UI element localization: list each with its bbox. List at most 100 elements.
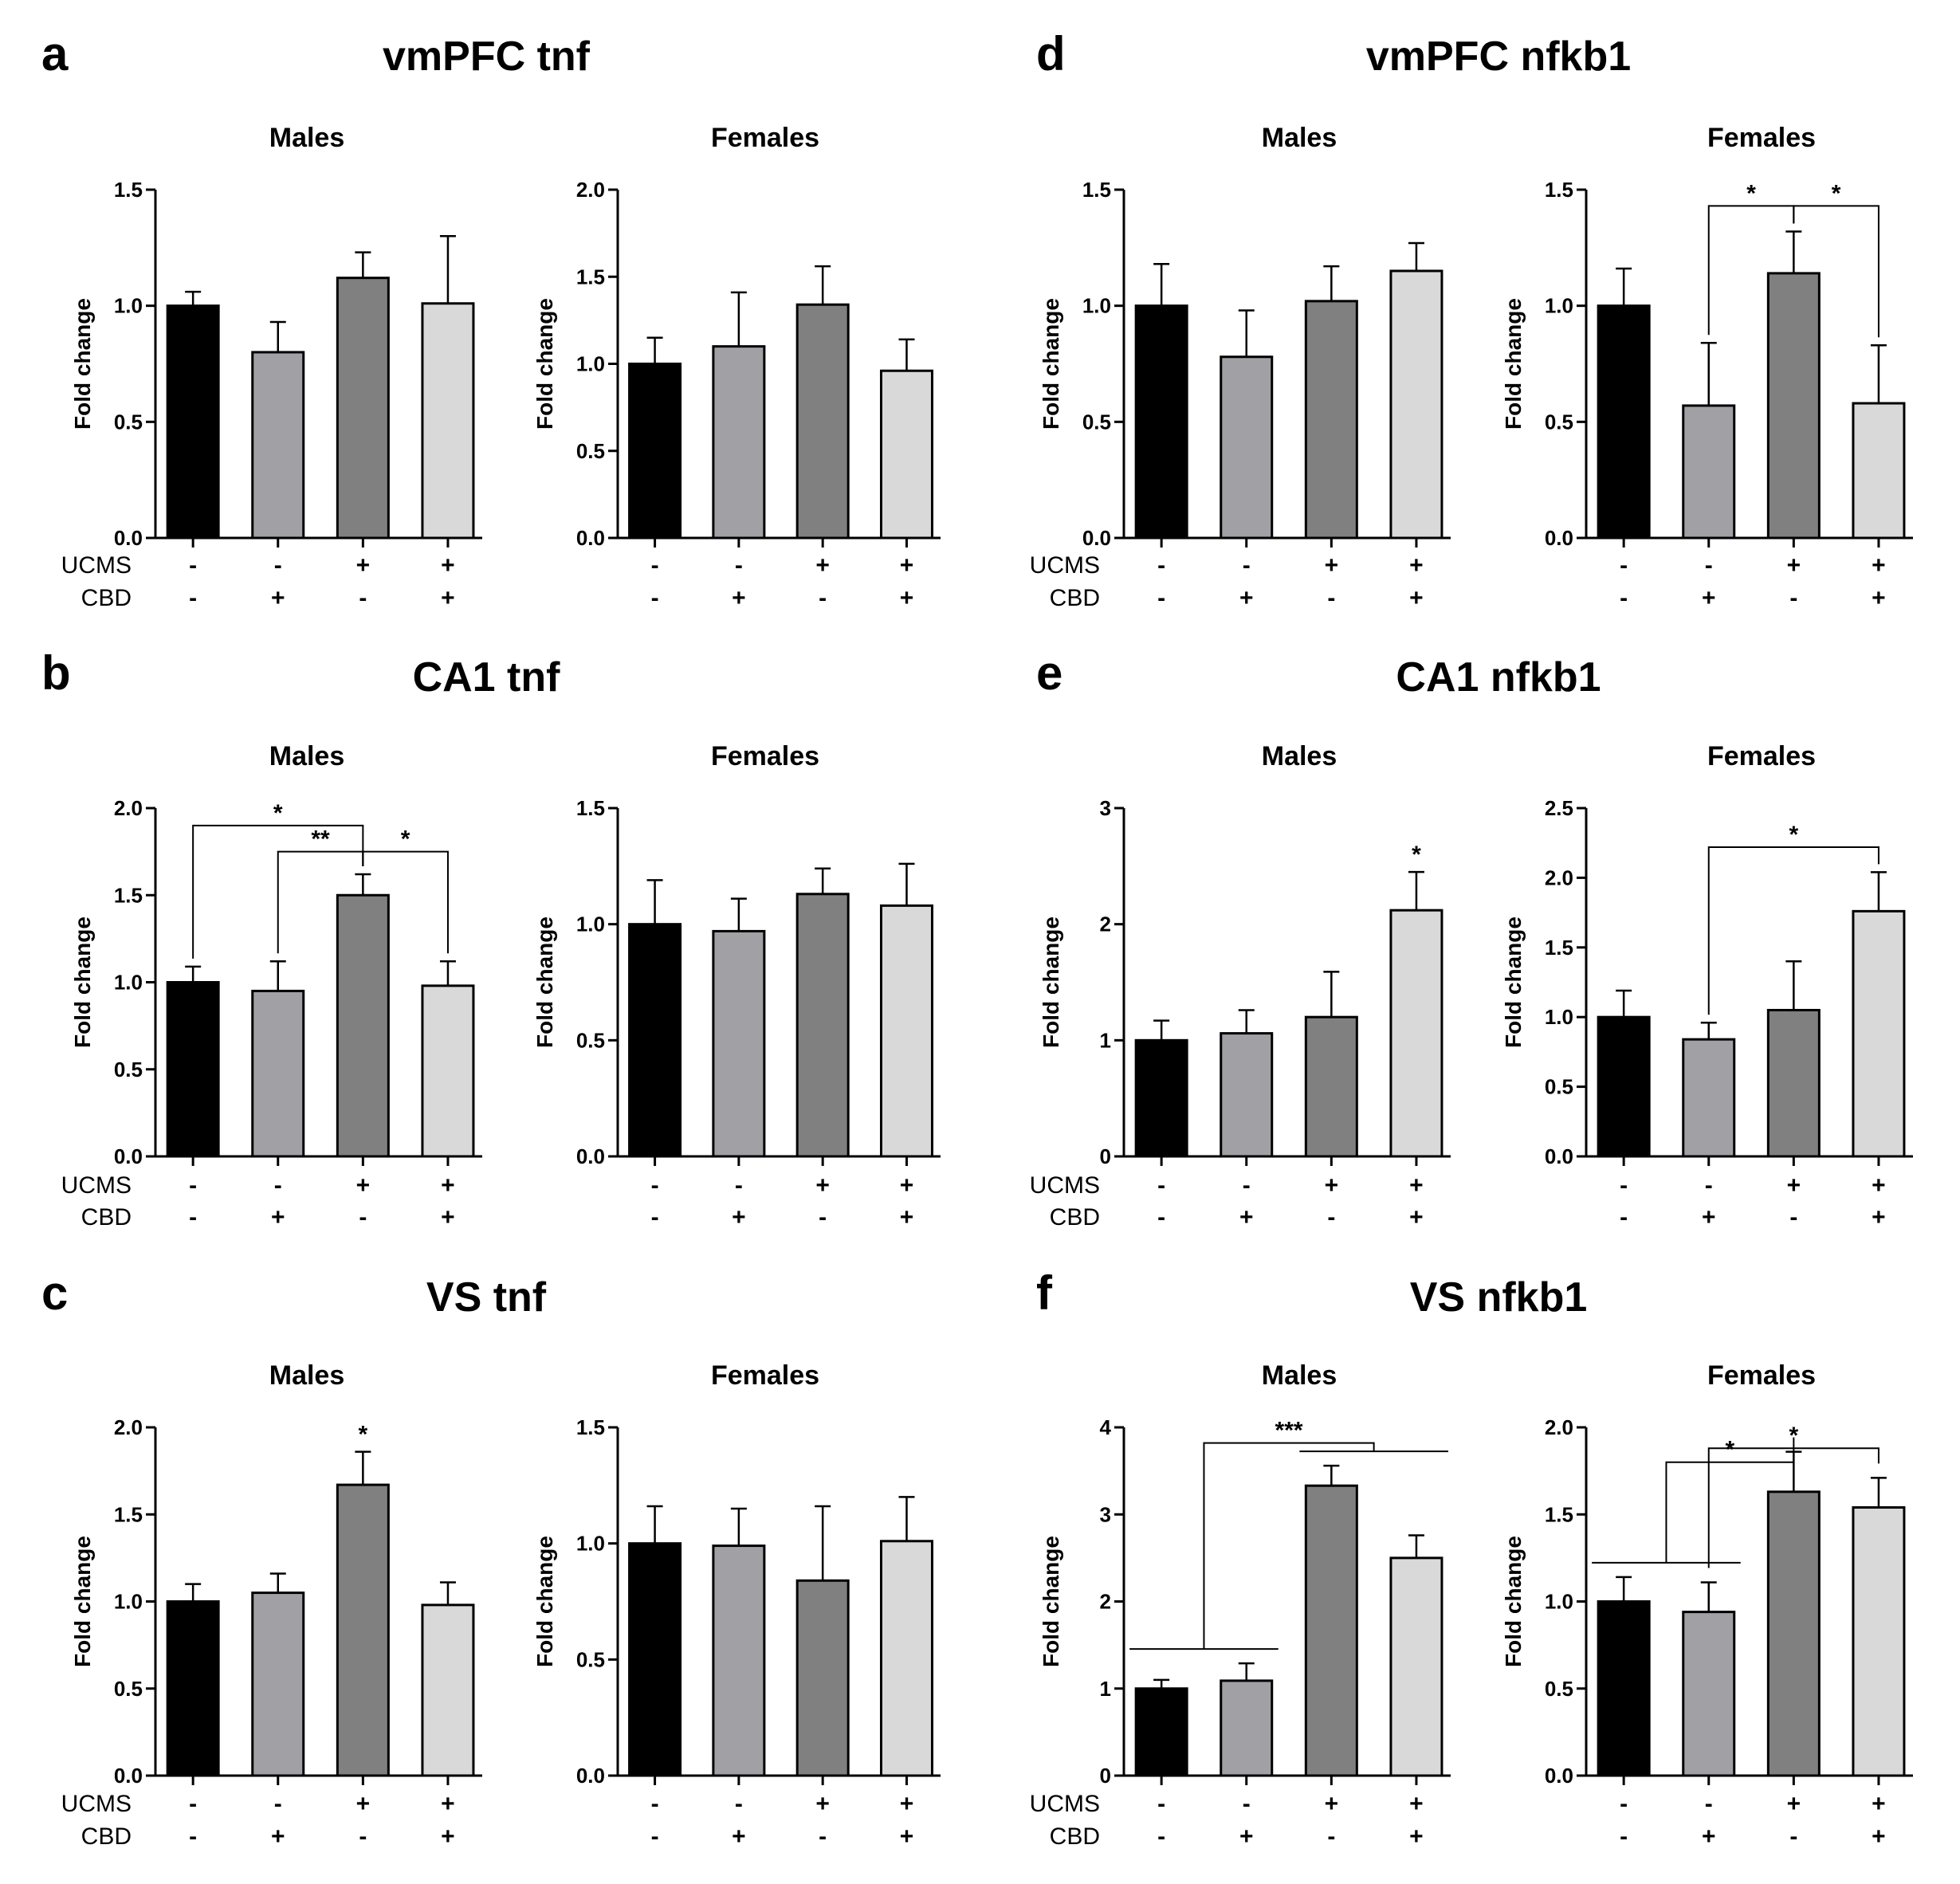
chart-males: Males 0 1 2 3 4 Fold change - - - + + - + + UCMS CBD *** xyxy=(1030,1360,1451,1850)
ucms-sign: - xyxy=(1705,552,1713,579)
ucms-sign: - xyxy=(651,552,659,579)
cbd-sign: - xyxy=(819,1823,827,1850)
y-tick-label: 1.0 xyxy=(576,913,605,936)
ucms-sign: + xyxy=(356,552,371,579)
y-tick-label: 0.5 xyxy=(114,410,143,434)
ucms-label: UCMS xyxy=(1030,1791,1100,1817)
bar xyxy=(421,302,475,540)
y-tick-label: 1.0 xyxy=(576,352,605,376)
y-tick-label: 0.0 xyxy=(1082,526,1111,550)
panel-title: vmPFC nfkb1 xyxy=(1366,33,1631,80)
y-tick-label: 0.5 xyxy=(576,1028,605,1052)
bar xyxy=(628,1542,682,1777)
cbd-sign: + xyxy=(1239,1204,1254,1230)
cbd-sign: - xyxy=(651,1204,659,1230)
significance-bracket xyxy=(362,850,449,954)
significance-bracket xyxy=(1793,205,1879,338)
cbd-sign: + xyxy=(271,1204,285,1230)
y-tick-label: 3 xyxy=(1100,796,1111,820)
y-tick-label: 2.0 xyxy=(114,1415,143,1439)
cbd-sign: - xyxy=(651,1823,659,1850)
chart-subtitle: Males xyxy=(269,1360,345,1391)
cbd-sign: + xyxy=(441,585,455,611)
y-tick-label: 1 xyxy=(1100,1028,1111,1052)
ucms-sign: + xyxy=(1409,1172,1424,1199)
y-tick-label: 1.0 xyxy=(1082,294,1111,318)
panel-f: f VS nfkb1 Males 0 1 2 3 4 Fold change - - - + + - + + UC… xyxy=(1030,1266,1913,1850)
ucms-sign: - xyxy=(274,1172,282,1199)
y-tick-label: 2 xyxy=(1100,1590,1111,1614)
chart-subtitle: Females xyxy=(1707,1360,1816,1391)
bar xyxy=(879,904,933,1158)
chart-subtitle: Males xyxy=(269,741,345,771)
y-axis-label: Fold change xyxy=(1039,916,1063,1048)
bar xyxy=(251,1592,305,1777)
y-axis-label: Fold change xyxy=(70,916,95,1048)
panel-a: a vmPFC tnf Males 0.0 0.5 1.0 1.5 Fold change - -… xyxy=(41,27,941,611)
y-axis-label: Fold change xyxy=(1039,1536,1063,1667)
cbd-sign: - xyxy=(1789,1823,1797,1850)
ucms-sign: + xyxy=(356,1791,371,1817)
bar xyxy=(1597,1600,1651,1777)
y-tick-label: 0.0 xyxy=(114,1764,143,1788)
ucms-sign: + xyxy=(815,552,830,579)
y-tick-label: 0 xyxy=(1100,1144,1111,1168)
y-tick-label: 1.5 xyxy=(114,178,143,202)
cbd-sign: - xyxy=(189,1204,197,1230)
y-tick-label: 0.5 xyxy=(1082,410,1111,434)
cbd-sign: - xyxy=(359,585,367,611)
bar xyxy=(1389,269,1443,540)
chart-subtitle: Females xyxy=(711,1360,819,1391)
cbd-sign: + xyxy=(1702,585,1716,611)
panel-letter: b xyxy=(41,646,71,700)
bracket-label: * xyxy=(401,826,410,853)
ucms-sign: - xyxy=(189,1172,197,1199)
ucms-sign: + xyxy=(1872,552,1886,579)
ucms-sign: + xyxy=(900,552,914,579)
bar xyxy=(251,989,305,1158)
chart-females: Females 0.0 0.5 1.0 1.5 Fold change - - - + + - + + xyxy=(532,1360,941,1850)
y-tick-label: 1.5 xyxy=(576,265,605,288)
bar xyxy=(1852,1506,1906,1777)
ucms-sign: - xyxy=(1157,1172,1165,1199)
y-tick-label: 1.0 xyxy=(114,294,143,318)
panel-letter: a xyxy=(41,27,69,80)
cbd-label: CBD xyxy=(81,1823,132,1850)
panel-title: CA1 tnf xyxy=(413,654,561,701)
y-tick-label: 3 xyxy=(1100,1502,1111,1526)
panel-d: d vmPFC nfkb1 Males 0.0 0.5 1.0 1.5 Fold change… xyxy=(1030,27,1913,611)
bar xyxy=(1766,1490,1821,1777)
cbd-label: CBD xyxy=(1050,585,1100,611)
y-axis-label: Fold change xyxy=(1501,916,1526,1048)
y-axis-label: Fold change xyxy=(532,298,557,430)
bar xyxy=(1134,1038,1188,1158)
y-tick-label: 0.5 xyxy=(1545,410,1573,434)
cbd-sign: + xyxy=(732,585,746,611)
chart-subtitle: Males xyxy=(269,123,345,153)
ucms-sign: - xyxy=(735,1791,743,1817)
ucms-label: UCMS xyxy=(61,1791,132,1817)
cbd-sign: + xyxy=(441,1204,455,1230)
bar xyxy=(336,1483,390,1777)
cbd-sign: + xyxy=(732,1204,746,1230)
cbd-sign: + xyxy=(1872,1823,1886,1850)
cbd-sign: + xyxy=(441,1823,455,1850)
cbd-sign: - xyxy=(651,585,659,611)
ucms-sign: - xyxy=(1243,552,1251,579)
y-tick-label: 0.0 xyxy=(576,526,605,550)
chart-subtitle: Females xyxy=(711,123,819,153)
bar xyxy=(1766,1008,1821,1158)
cbd-label: CBD xyxy=(81,585,132,611)
cbd-sign: - xyxy=(359,1204,367,1230)
y-tick-label: 1.5 xyxy=(114,1502,143,1526)
cbd-sign: + xyxy=(1409,1823,1424,1850)
panel-letter: c xyxy=(41,1266,68,1320)
bracket-label: * xyxy=(1789,822,1799,848)
y-tick-label: 0.5 xyxy=(576,439,605,463)
chart-males: Males 0.0 0.5 1.0 1.5 2.0 Fold change - - - + + - + + U… xyxy=(61,741,482,1230)
y-tick-label: 0.0 xyxy=(576,1144,605,1168)
significance-bracket xyxy=(1203,1442,1375,1650)
ucms-sign: + xyxy=(356,1172,371,1199)
bar xyxy=(712,929,766,1158)
